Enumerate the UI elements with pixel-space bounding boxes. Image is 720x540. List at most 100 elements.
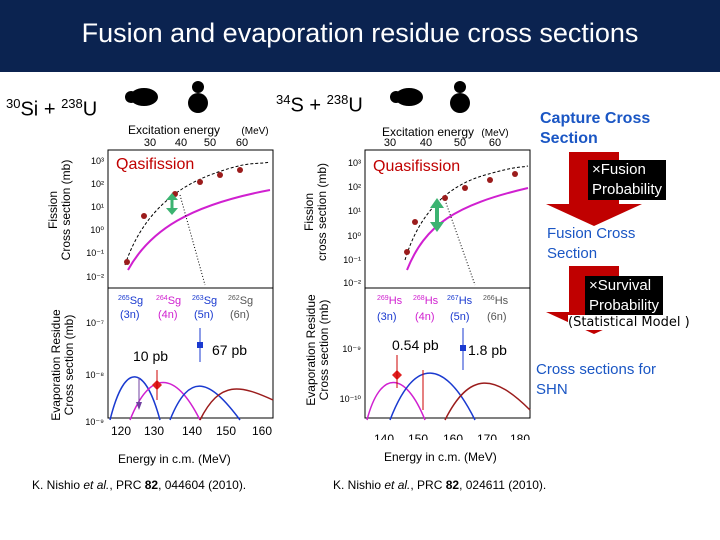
fusion-cross-section-label: Fusion Cross Section (547, 225, 636, 262)
right-xlabel: Energy in c.m. (MeV) (384, 450, 497, 464)
right-top-tick-1: 40 (420, 137, 432, 149)
left-evap-axis-title: Evaporation Residue Cross section (mb) (49, 309, 76, 421)
right-fission-point-5 (512, 171, 518, 177)
right-fission-point-4 (487, 177, 493, 183)
shn-cross-sections-label: Cross sections for SHN (536, 361, 657, 398)
left-top-tick-2: 50 (204, 137, 216, 149)
left-bottom-tick-4: 160 (252, 424, 272, 438)
right-top-tick-0: 30 (384, 137, 396, 149)
right-bottom-tick-1: 150 (408, 432, 428, 440)
left-bottom-tick-0: 120 (111, 424, 131, 438)
right-fission-point-1 (412, 219, 418, 225)
left-iso-3: 262Sg (228, 295, 253, 307)
right-qf-curve (406, 187, 529, 271)
right-reference: K. Nishio et al., PRC 82, 024611 (2010). (333, 478, 547, 492)
left-plot: 30 40 50 60 10³ 10² 10¹ 10⁰ 10⁻¹ 10⁻² 10… (85, 137, 274, 438)
left-iso-1-ch: (4n) (158, 309, 178, 321)
right-ytick-5: 10⁻² (343, 278, 361, 288)
left-iso-2: 263Sg (192, 295, 217, 307)
right-iso-3: 266Hs (483, 295, 509, 307)
left-fission-axis-title: Fission Cross section (mb) (46, 159, 73, 261)
left-iso-2-ch: (5n) (194, 309, 214, 321)
left-3n-curve (109, 376, 161, 421)
nucleus-right-d (450, 93, 470, 113)
left-reference: K. Nishio et al., PRC 82, 044604 (2010). (32, 478, 247, 492)
left-iso-1: 264Sg (156, 295, 181, 307)
left-pb-blue: 67 pb (212, 342, 248, 358)
left-capture-curve (124, 161, 271, 266)
nucleus-left-c (192, 81, 204, 93)
right-green-arrow-down (430, 222, 444, 232)
left-qf-label: Qasifission (116, 156, 195, 173)
left-green-arrow-down (166, 208, 178, 215)
statistical-model-label: (Statistical Model ) (568, 315, 690, 330)
right-ytick-3: 10⁰ (347, 231, 361, 241)
right-ytick-6: 10⁻⁹ (342, 344, 361, 354)
right-fission-axis-title: Fission cross section (mb) (302, 162, 329, 262)
left-bottom-tick-2: 140 (182, 424, 202, 438)
right-iso-1: 268Hs (413, 295, 439, 307)
nucleus-cartoon-right (390, 81, 470, 113)
right-ytick-2: 10¹ (348, 206, 361, 216)
right-bottom-tick-4: 180 (510, 432, 530, 440)
right-capture-curve (404, 165, 529, 261)
survival-probability-label: ×Survival Probability (585, 276, 664, 316)
left-top-tick-1: 40 (175, 137, 187, 149)
left-5n-curve (169, 385, 241, 421)
left-iso-0-ch: (3n) (120, 309, 140, 321)
right-bottom-tick-2: 160 (443, 432, 463, 440)
right-plot-frame (364, 149, 531, 419)
left-fission-point-3 (197, 179, 203, 185)
left-bottom-tick-1: 130 (144, 424, 164, 438)
nucleus-left-b (125, 91, 137, 103)
left-fission-point-1 (141, 213, 147, 219)
right-iso-0-ch: (3n) (377, 311, 397, 323)
left-dotted-line (179, 194, 206, 286)
left-reaction-label: 30Si + 238U (6, 96, 98, 121)
left-ytick-2: 10¹ (91, 202, 104, 212)
right-ytick-0: 10³ (348, 158, 361, 168)
left-ytick-7: 10⁻⁸ (85, 370, 104, 380)
left-ytick-0: 10³ (91, 156, 104, 166)
nucleus-cartoon-left (125, 81, 208, 113)
nucleus-left-a (130, 88, 158, 106)
right-excitation-label: Excitation energy (MeV) (382, 125, 509, 139)
fusion-probability-label: ×Fusion Probability (588, 160, 667, 200)
left-ytick-6: 10⁻⁷ (86, 318, 104, 328)
left-plot-frame (107, 149, 274, 419)
right-iso-3-ch: (6n) (487, 311, 507, 323)
fusion-probability-arrow-head (546, 204, 642, 226)
right-bottom-tick-0: 140 (374, 432, 394, 440)
right-iso-2-ch: (5n) (450, 311, 470, 323)
right-ytick-7: 10⁻¹⁰ (340, 394, 362, 404)
right-5n-curve (444, 382, 531, 421)
right-fission-point-2 (442, 195, 448, 201)
left-iso-3-ch: (6n) (230, 309, 250, 321)
left-ytick-5: 10⁻² (86, 272, 104, 282)
nucleus-right-a (395, 88, 423, 106)
left-iso-0: 265Sg (118, 295, 143, 307)
left-isotope-labels: 265Sg (3n) 264Sg (4n) 263Sg (5n) 262Sg (… (118, 295, 253, 321)
right-top-tick-2: 50 (454, 137, 466, 149)
left-ytick-1: 10² (91, 179, 104, 189)
right-reaction-label: 34S + 238U (276, 92, 363, 117)
right-dotted-line (444, 199, 476, 286)
right-iso-2: 267Hs (447, 295, 473, 307)
left-green-arrow-up (166, 193, 178, 200)
left-6n-curve (199, 388, 274, 421)
left-qf-curve (127, 189, 271, 271)
right-bottom-tick-3: 170 (477, 432, 497, 440)
left-fission-point-4 (217, 172, 223, 178)
right-fission-point-0 (404, 249, 410, 255)
right-ytick-4: 10⁻¹ (343, 255, 361, 265)
left-fission-point-0 (124, 259, 130, 265)
right-pb-red: 0.54 pb (392, 337, 439, 353)
nucleus-right-c (454, 81, 466, 93)
capture-cross-section-label: Capture Cross Section (540, 110, 651, 147)
right-4n-curve (389, 372, 476, 421)
right-green-arrow-up (430, 198, 444, 208)
right-3n-curve (366, 381, 426, 421)
right-pb-blue: 1.8 pb (468, 342, 507, 358)
right-ytick-1: 10² (348, 182, 361, 192)
right-iso-1-ch: (4n) (415, 311, 435, 323)
